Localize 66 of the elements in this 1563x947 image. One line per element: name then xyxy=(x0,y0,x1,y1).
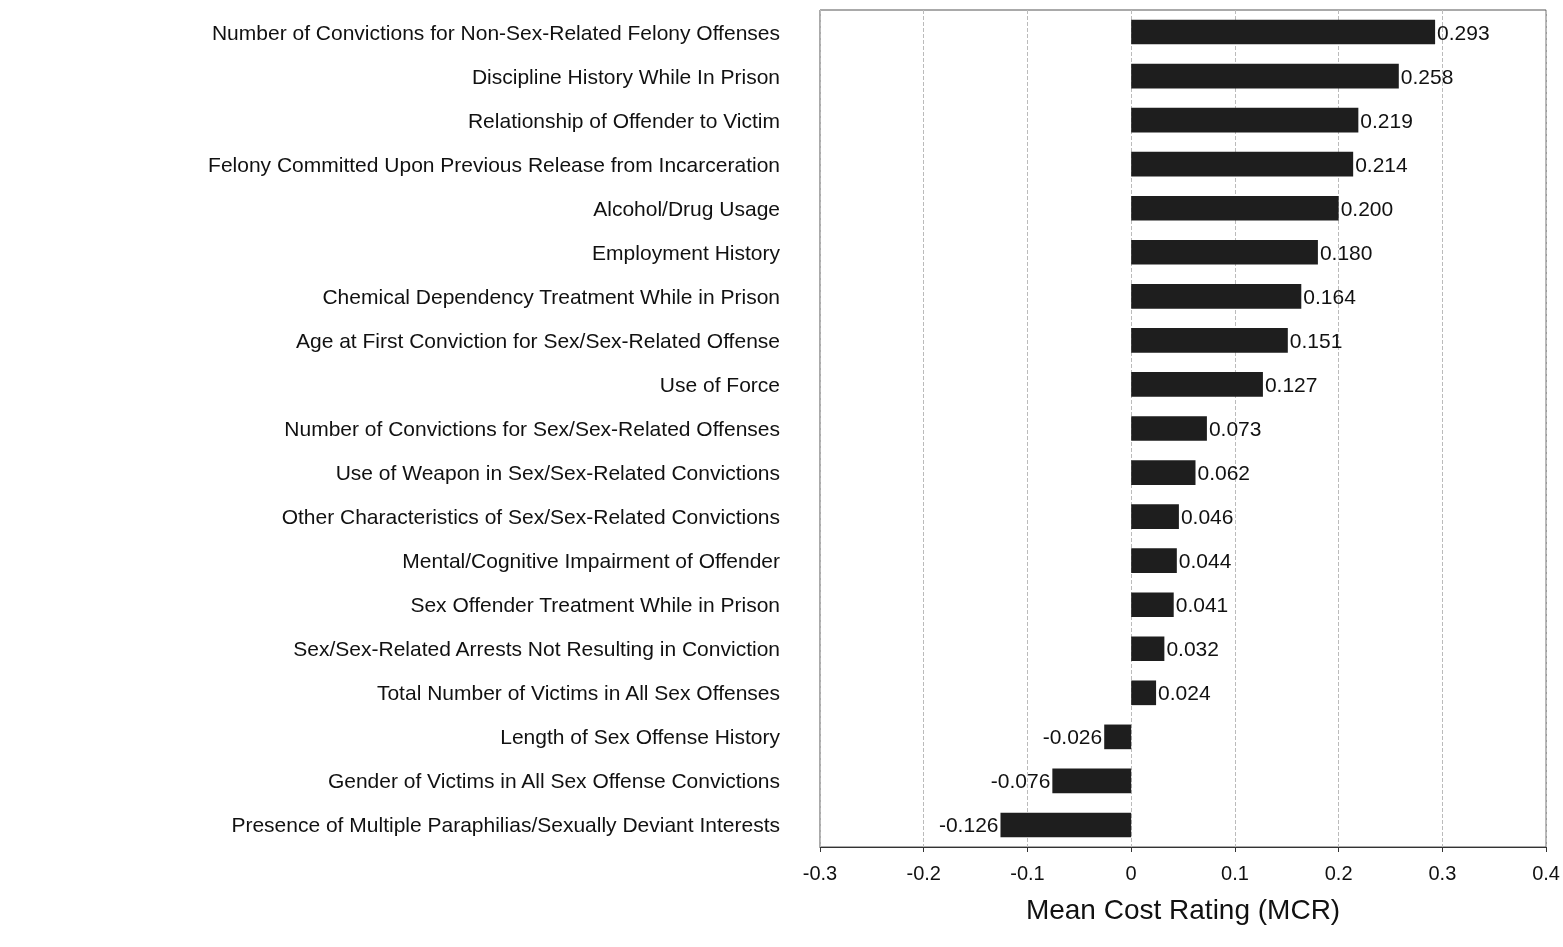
y-tick-label: Mental/Cognitive Impairment of Offender xyxy=(402,549,780,573)
y-tick-label: Sex Offender Treatment While in Prison xyxy=(410,593,780,617)
x-tick-label: -0.3 xyxy=(802,862,838,884)
bar xyxy=(1131,19,1436,45)
data-label: 0.200 xyxy=(1340,196,1394,220)
bar xyxy=(1131,195,1339,221)
y-tick-label: Chemical Dependency Treatment While in Prison xyxy=(322,284,780,308)
x-tick-label: 0.4 xyxy=(1532,862,1560,884)
y-tick-label: Employment History xyxy=(592,240,781,264)
data-label: 0.293 xyxy=(1437,20,1490,44)
data-label: 0.127 xyxy=(1264,372,1318,396)
y-tick-label: Length of Sex Offense History xyxy=(500,725,781,749)
x-tick-label: 0.2 xyxy=(1324,862,1353,884)
bar xyxy=(1131,239,1318,265)
y-tick-label: Discipline History While In Prison xyxy=(471,64,780,88)
bar xyxy=(1131,328,1288,353)
bar xyxy=(1131,151,1354,177)
bar xyxy=(1131,416,1207,441)
data-label: -0.076 xyxy=(990,769,1051,793)
data-label: 0.046 xyxy=(1180,505,1234,529)
data-label: 0.032 xyxy=(1166,637,1219,661)
data-label: 0.258 xyxy=(1400,64,1454,88)
x-tick-label: -0.1 xyxy=(1010,862,1045,884)
y-tick-label: Other Characteristics of Sex/Sex-Related Convictions xyxy=(281,505,780,529)
y-tick-label: Total Number of Victims in All Sex Offenses xyxy=(376,681,780,705)
data-label: 0.214 xyxy=(1355,152,1409,176)
bar xyxy=(1131,548,1177,573)
y-tick-label: Use of Weapon in Sex/Sex-Related Convictions xyxy=(335,461,780,485)
x-tick-label: 0.1 xyxy=(1221,862,1249,884)
bar xyxy=(1131,504,1179,529)
x-axis-title: Mean Cost Rating (MCR) xyxy=(1025,893,1341,925)
bar xyxy=(1131,680,1157,706)
data-label: 0.044 xyxy=(1178,549,1232,573)
data-label: 0.041 xyxy=(1175,593,1229,617)
x-tick-label: -0.2 xyxy=(906,862,941,884)
y-tick-label: Age at First Conviction for Sex/Sex-Related Offense xyxy=(295,328,780,352)
data-label: 0.062 xyxy=(1197,461,1251,485)
data-label: 0.219 xyxy=(1360,108,1413,132)
y-tick-label: Sex/Sex-Related Arrests Not Resulting in Conviction xyxy=(293,637,780,661)
y-tick-label: Alcohol/Drug Usage xyxy=(593,196,780,220)
data-label: 0.164 xyxy=(1303,284,1357,308)
y-tick-label: Felony Committed Upon Previous Release from Incarceration xyxy=(208,152,780,176)
bar xyxy=(1000,812,1132,838)
bar xyxy=(1131,284,1302,309)
data-label: -0.026 xyxy=(1042,725,1103,749)
y-tick-label: Use of Force xyxy=(659,372,780,396)
data-label: -0.126 xyxy=(938,813,999,837)
bar xyxy=(1131,636,1165,662)
data-label: 0.180 xyxy=(1319,240,1373,264)
data-label: 0.151 xyxy=(1289,328,1343,352)
bar xyxy=(1131,107,1359,133)
bar xyxy=(1131,460,1196,485)
y-tick-label: Number of Convictions for Sex/Sex-Related Offenses xyxy=(284,417,780,440)
bar xyxy=(1131,63,1399,89)
bar xyxy=(1052,768,1132,794)
data-label: 0.024 xyxy=(1158,681,1211,705)
bar xyxy=(1131,592,1174,618)
y-tick-label: Presence of Multiple Paraphilias/Sexually Deviant Interests xyxy=(231,813,780,837)
x-tick-label: 0 xyxy=(1125,862,1137,884)
bar xyxy=(1104,724,1132,750)
y-tick-label: Number of Convictions for Non-Sex-Related Felony Offenses xyxy=(211,20,780,44)
y-tick-label: Relationship of Offender to Victim xyxy=(467,108,780,132)
data-label: 0.073 xyxy=(1208,417,1262,440)
y-tick-label: Gender of Victims in All Sex Offense Convictions xyxy=(327,769,780,793)
bar xyxy=(1131,372,1263,397)
x-tick-label: 0.3 xyxy=(1428,862,1457,884)
